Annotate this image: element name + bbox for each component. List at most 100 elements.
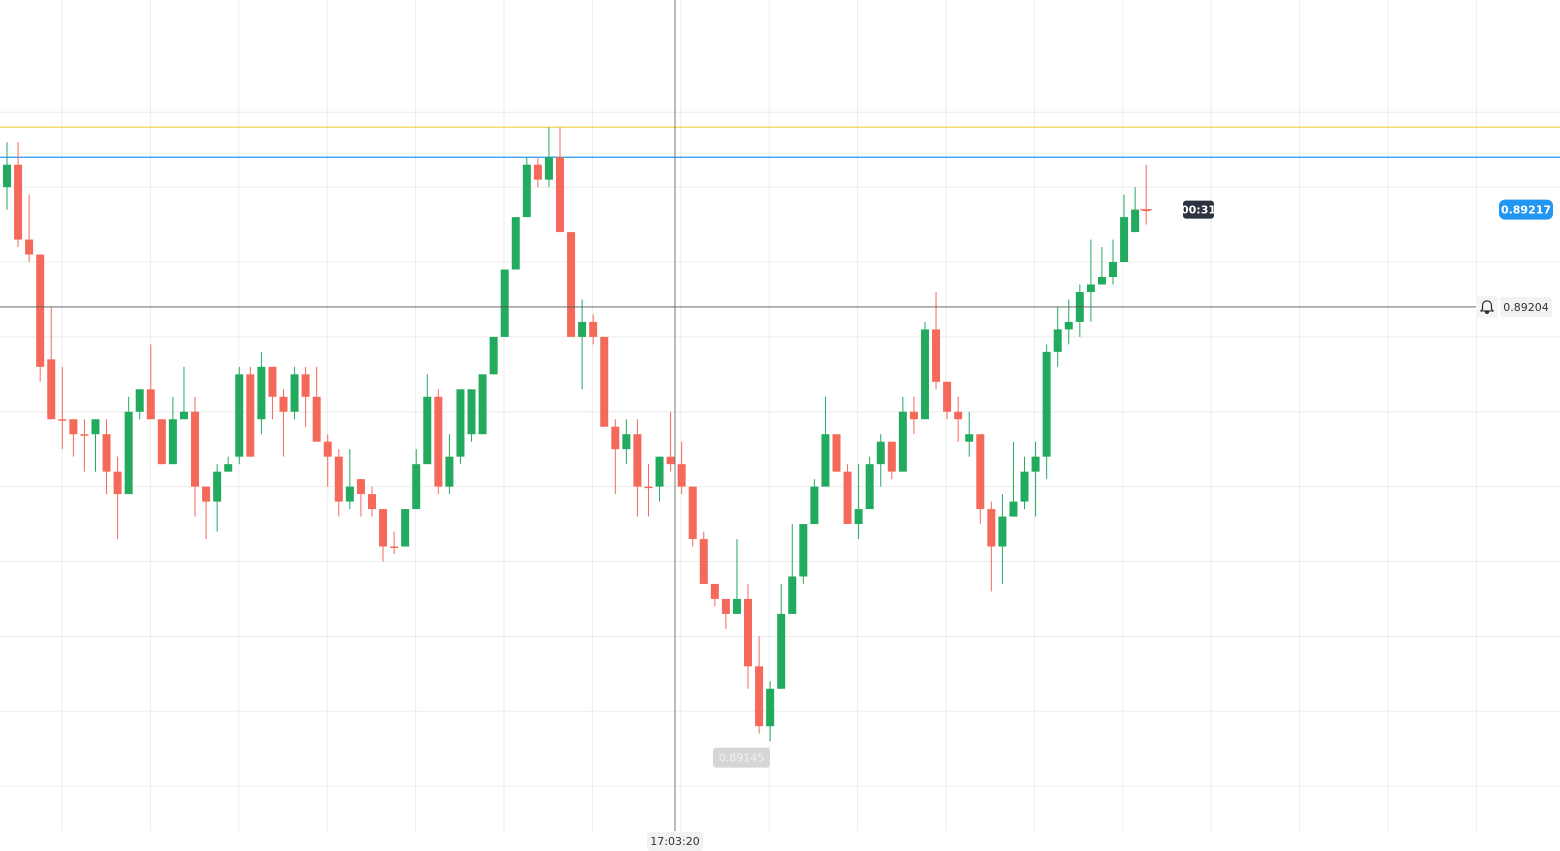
candle-body xyxy=(345,486,354,502)
candle-body xyxy=(312,396,321,442)
candle-body xyxy=(887,441,896,472)
candle-body xyxy=(744,598,753,667)
candle-body xyxy=(401,509,410,547)
candle-body xyxy=(235,374,244,457)
candle-body xyxy=(191,411,200,487)
last-price-box xyxy=(1499,199,1553,220)
candle-body xyxy=(511,217,520,270)
candle-body xyxy=(854,509,863,525)
candle-body xyxy=(356,479,365,495)
countdown-label: 00:31 xyxy=(1181,204,1216,217)
candle-body xyxy=(909,411,918,420)
candle-body xyxy=(677,464,686,487)
candle-body xyxy=(843,471,852,525)
candle-body xyxy=(589,321,598,337)
candle-body xyxy=(1086,284,1095,292)
candle-body xyxy=(810,486,819,525)
candle-body xyxy=(290,374,299,412)
candle-body xyxy=(987,509,996,547)
candle-body xyxy=(1097,277,1106,285)
candle-body xyxy=(179,411,188,420)
candle-body xyxy=(367,494,376,510)
candle-body xyxy=(943,381,952,412)
candle-body xyxy=(268,366,277,397)
candle-body xyxy=(467,389,476,435)
candle-body xyxy=(522,164,531,218)
candle-body xyxy=(445,456,454,487)
candle-body xyxy=(1109,262,1117,277)
candle-body xyxy=(1120,217,1129,263)
alert-button[interactable] xyxy=(1476,295,1498,318)
last-price-label: 0.89217 xyxy=(1501,204,1551,217)
candle-body xyxy=(80,434,89,436)
candle-body xyxy=(423,396,432,465)
candle-body xyxy=(578,321,587,337)
candle-body xyxy=(14,164,23,240)
candle-body xyxy=(932,329,941,382)
candle-body xyxy=(865,464,874,510)
candle-body xyxy=(688,486,697,540)
candle-body xyxy=(224,464,233,472)
candle-body xyxy=(920,329,929,420)
candle-body xyxy=(611,426,620,450)
candle-body xyxy=(1142,209,1151,212)
candle-body xyxy=(58,419,67,421)
low-marker-label: 0.89145 xyxy=(719,752,765,765)
candle-body xyxy=(157,419,166,465)
candle-body xyxy=(1053,329,1062,352)
candle-body xyxy=(799,524,808,577)
candle-body xyxy=(1020,471,1029,502)
candle-body xyxy=(500,269,509,337)
candle-body xyxy=(1031,456,1040,472)
candle-body xyxy=(633,434,642,487)
candle-body xyxy=(1009,501,1018,517)
candle-body xyxy=(832,434,841,472)
countdown-box xyxy=(1183,200,1214,219)
candle-body xyxy=(777,613,786,689)
candle-body xyxy=(168,419,177,465)
candle-body xyxy=(146,389,155,420)
candle-body xyxy=(998,516,1007,547)
candle-body xyxy=(246,374,255,457)
candle-body xyxy=(666,456,675,465)
candle-body xyxy=(36,254,45,367)
candle-body xyxy=(202,486,211,502)
candle-body xyxy=(25,239,34,255)
candle-body xyxy=(334,456,343,502)
time-grid xyxy=(61,0,1477,831)
crosshair-time-label: 17:03:20 xyxy=(650,835,699,848)
candle-body xyxy=(478,374,487,435)
candle-body xyxy=(533,164,542,180)
candle-body xyxy=(655,456,664,487)
candle-body xyxy=(544,157,553,180)
candle-body xyxy=(976,434,985,510)
candle-body xyxy=(301,374,310,397)
candle-body xyxy=(766,688,775,727)
candle-body xyxy=(390,546,399,549)
candle-body xyxy=(279,396,288,412)
candle-body xyxy=(600,336,609,427)
candle-body xyxy=(434,396,443,487)
candle-body xyxy=(102,434,111,472)
crosshair-price-box xyxy=(1500,296,1552,317)
candle-body xyxy=(567,232,576,337)
candle-body xyxy=(124,411,133,495)
candle-body xyxy=(257,366,266,420)
candle-body xyxy=(412,464,421,510)
candle-body xyxy=(1064,321,1073,330)
low-marker-box xyxy=(713,747,770,768)
candle-body xyxy=(644,486,653,489)
candle-body xyxy=(3,164,11,188)
candle-body xyxy=(379,509,388,547)
bell-icon xyxy=(1479,300,1495,314)
candle-body xyxy=(898,411,907,472)
candle-body xyxy=(47,359,56,420)
candle-body xyxy=(91,419,100,435)
candle-body xyxy=(113,471,122,495)
candle-body xyxy=(456,389,465,457)
candle-body xyxy=(721,598,730,614)
candle-body xyxy=(699,539,708,584)
candle-body xyxy=(213,471,222,502)
candle-body xyxy=(954,411,963,420)
